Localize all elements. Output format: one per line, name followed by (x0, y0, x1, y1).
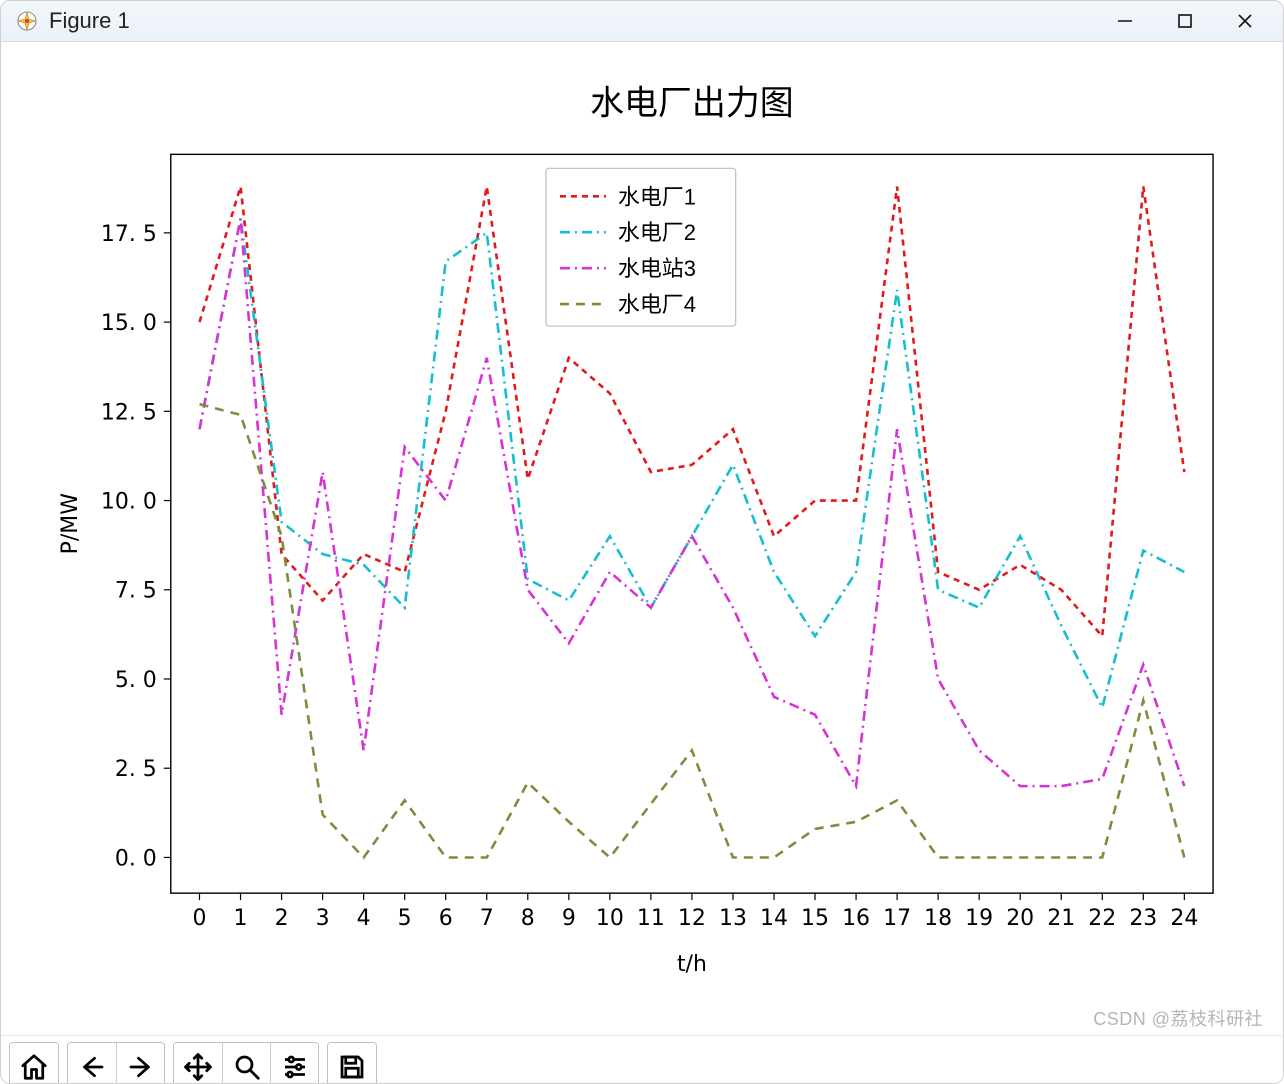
x-tick-label: 7 (480, 906, 494, 931)
x-tick-label: 2 (275, 906, 289, 931)
x-tick-label: 5 (398, 906, 412, 931)
close-button[interactable] (1215, 1, 1275, 41)
x-tick-label: 6 (439, 906, 453, 931)
x-tick-label: 9 (562, 906, 576, 931)
x-tick-label: 1 (234, 906, 248, 931)
x-tick-label: 20 (1006, 906, 1034, 931)
x-tick-label: 8 (521, 906, 535, 931)
x-tick-label: 15 (801, 906, 829, 931)
y-tick-label: 0. 0 (115, 846, 157, 871)
series-line (200, 404, 1185, 857)
minimize-button[interactable] (1095, 1, 1155, 41)
matplotlib-toolbar (1, 1035, 1283, 1084)
save-button[interactable] (328, 1043, 376, 1084)
y-tick-label: 5. 0 (115, 668, 157, 693)
y-tick-label: 15. 0 (101, 311, 157, 336)
x-tick-label: 4 (357, 906, 371, 931)
y-tick-label: 12. 5 (101, 400, 157, 425)
x-tick-label: 18 (924, 906, 952, 931)
legend-label: 水电站3 (618, 256, 696, 281)
x-tick-label: 19 (965, 906, 993, 931)
x-tick-label: 16 (842, 906, 870, 931)
titlebar: Figure 1 (1, 1, 1283, 42)
pan-button[interactable] (174, 1043, 222, 1084)
x-tick-label: 10 (596, 906, 624, 931)
chart-area: 水电厂出力图0123456789101112131415161718192021… (1, 42, 1283, 1035)
watermark: CSDN @荔枝科研社 (1093, 1005, 1263, 1031)
y-tick-label: 17. 5 (101, 222, 157, 247)
x-tick-label: 21 (1047, 906, 1075, 931)
legend-label: 水电厂1 (618, 184, 696, 209)
configure-button[interactable] (270, 1043, 318, 1084)
maximize-button[interactable] (1155, 1, 1215, 41)
y-tick-label: 7. 5 (115, 579, 157, 604)
x-tick-label: 17 (883, 906, 911, 931)
back-button[interactable] (68, 1043, 116, 1084)
y-axis-label: P/MW (58, 493, 83, 554)
x-axis-label: t/h (677, 952, 707, 977)
x-tick-label: 0 (193, 906, 207, 931)
x-tick-label: 11 (637, 906, 665, 931)
x-tick-label: 22 (1088, 906, 1116, 931)
x-tick-label: 13 (719, 906, 747, 931)
legend-label: 水电厂2 (618, 220, 696, 245)
figure-window: Figure 1 水电厂出力图0123456789101112131415161… (0, 0, 1284, 1084)
x-tick-label: 3 (316, 906, 330, 931)
x-tick-label: 24 (1170, 906, 1198, 931)
app-icon (15, 9, 39, 33)
x-tick-label: 14 (760, 906, 788, 931)
home-button[interactable] (10, 1043, 58, 1084)
y-tick-label: 10. 0 (101, 490, 157, 515)
zoom-button[interactable] (222, 1043, 270, 1084)
window-title: Figure 1 (49, 8, 130, 34)
x-tick-label: 12 (678, 906, 706, 931)
y-tick-label: 2. 5 (115, 757, 157, 782)
chart-title: 水电厂出力图 (590, 84, 794, 122)
forward-button[interactable] (116, 1043, 164, 1084)
legend-label: 水电厂4 (618, 292, 696, 317)
chart-svg: 水电厂出力图0123456789101112131415161718192021… (31, 62, 1253, 1025)
x-tick-label: 23 (1129, 906, 1157, 931)
